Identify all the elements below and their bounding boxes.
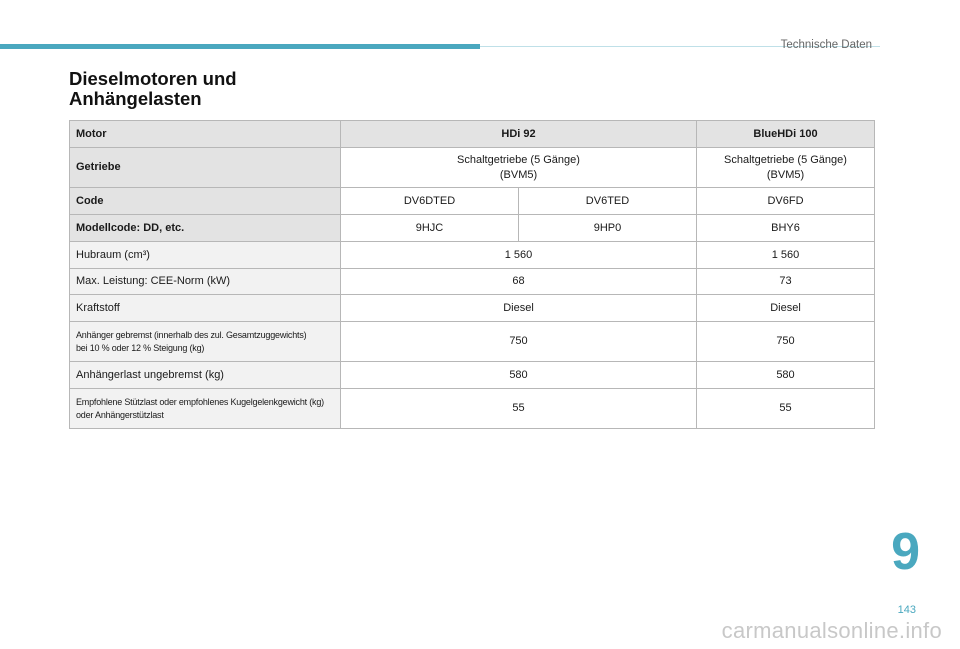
section-label: Technische Daten xyxy=(780,39,872,51)
table-row-getriebe: Getriebe Schaltgetriebe (5 Gänge) (BVM5)… xyxy=(69,147,875,188)
cell-value: HDi 92 xyxy=(340,120,697,148)
table-row-stuetzlast: Empfohlene Stützlast oder empfohlenes Ku… xyxy=(69,388,875,429)
table-row-hubraum: Hubraum (cm³) 1 560 1 560 xyxy=(69,241,875,269)
row-label: Motor xyxy=(69,120,341,148)
label-line: bei 10 % oder 12 % Steigung (kg) xyxy=(76,342,205,353)
table-row-leistung: Max. Leistung: CEE-Norm (kW) 68 73 xyxy=(69,268,875,295)
cell-value: DV6FD xyxy=(696,187,875,215)
table-row-gebremst: Anhänger gebremst (innerhalb des zul. Ge… xyxy=(69,321,875,362)
top-accent-bar xyxy=(0,44,480,49)
cell-value: 580 xyxy=(696,361,875,389)
row-label: Getriebe xyxy=(69,147,341,188)
row-label: Kraftstoff xyxy=(69,294,341,322)
chapter-number: 9 xyxy=(891,523,920,581)
cell-value: Schaltgetriebe (5 Gänge) (BVM5) xyxy=(696,147,875,188)
cell-value: 68 xyxy=(340,268,697,295)
table-row-code: Code DV6DTED DV6TED DV6FD xyxy=(69,187,875,215)
cell-value: 1 560 xyxy=(340,241,697,269)
cell-line: Schaltgetriebe (5 Gänge) xyxy=(724,153,847,166)
cell-value: Diesel xyxy=(696,294,875,322)
row-label: Empfohlene Stützlast oder empfohlenes Ku… xyxy=(69,388,341,429)
cell-value: Schaltgetriebe (5 Gänge) (BVM5) xyxy=(340,147,697,188)
title-line-1: Dieselmotoren und xyxy=(69,68,237,89)
page-number: 143 xyxy=(897,604,916,616)
row-label: Anhängerlast ungebremst (kg) xyxy=(69,361,341,389)
cell-value: 750 xyxy=(696,321,875,362)
top-accent-line xyxy=(480,46,880,47)
cell-value: 1 560 xyxy=(696,241,875,269)
cell-value: 55 xyxy=(340,388,697,429)
cell-value: Diesel xyxy=(340,294,697,322)
title-line-2: Anhängelasten xyxy=(69,88,202,109)
table-row-kraftstoff: Kraftstoff Diesel Diesel xyxy=(69,294,875,322)
cell-value: DV6DTED xyxy=(340,187,519,215)
spec-table: Motor HDi 92 BlueHDi 100 Getriebe Schalt… xyxy=(69,120,875,429)
cell-value: BlueHDi 100 xyxy=(696,120,875,148)
cell-value: 580 xyxy=(340,361,697,389)
cell-value: 73 xyxy=(696,268,875,295)
cell-value: 9HP0 xyxy=(518,214,697,242)
label-line: Anhänger gebremst (innerhalb des zul. Ge… xyxy=(76,329,307,340)
label-line: Empfohlene Stützlast oder empfohlenes Ku… xyxy=(76,396,324,407)
watermark: carmanualsonline.info xyxy=(721,618,942,643)
page-title: Dieselmotoren und Anhängelasten xyxy=(69,69,237,109)
cell-line: (BVM5) xyxy=(499,168,538,181)
table-row-ungebremst: Anhängerlast ungebremst (kg) 580 580 xyxy=(69,361,875,389)
table-row-motor: Motor HDi 92 BlueHDi 100 xyxy=(69,120,875,148)
row-label: Max. Leistung: CEE-Norm (kW) xyxy=(69,268,341,295)
cell-value: BHY6 xyxy=(696,214,875,242)
label-line: oder Anhängerstützlast xyxy=(76,409,164,420)
cell-value: 55 xyxy=(696,388,875,429)
row-label: Anhänger gebremst (innerhalb des zul. Ge… xyxy=(69,321,341,362)
cell-value: 750 xyxy=(340,321,697,362)
cell-line: Schaltgetriebe (5 Gänge) xyxy=(457,153,580,166)
table-row-modellcode: Modellcode: DD, etc. 9HJC 9HP0 BHY6 xyxy=(69,214,875,242)
row-label: Modellcode: DD, etc. xyxy=(69,214,341,242)
cell-line: (BVM5) xyxy=(766,168,805,181)
row-label: Code xyxy=(69,187,341,215)
cell-value: 9HJC xyxy=(340,214,519,242)
cell-value: DV6TED xyxy=(518,187,697,215)
row-label: Hubraum (cm³) xyxy=(69,241,341,269)
